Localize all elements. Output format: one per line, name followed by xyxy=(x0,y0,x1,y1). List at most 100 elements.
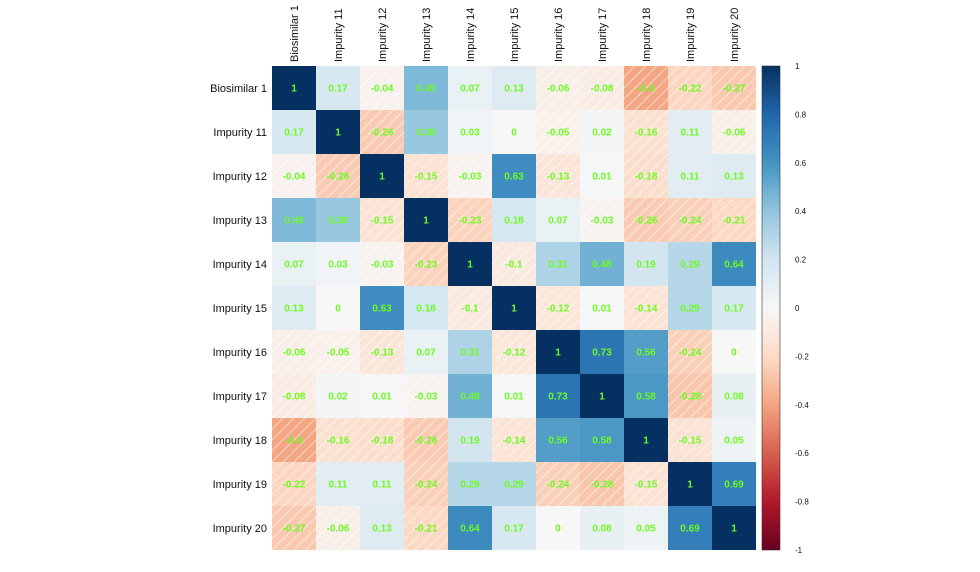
hatch-line xyxy=(535,285,559,309)
hatch-line xyxy=(315,505,361,551)
hatch-line xyxy=(326,516,361,551)
hatch-line xyxy=(315,505,350,540)
heatmap-cell xyxy=(360,374,404,418)
hatch-line xyxy=(348,362,361,375)
heatmap-cell xyxy=(580,286,624,330)
heatmap-cell xyxy=(536,330,580,374)
cell-value-label: 0.13 xyxy=(504,84,524,95)
hatch-line xyxy=(293,439,317,463)
cell-value-label: -0.15 xyxy=(679,436,702,447)
heatmap-cell xyxy=(668,506,712,550)
cell-value-label: -0.4 xyxy=(637,84,655,95)
cell-value-label: 0.07 xyxy=(416,348,436,359)
cell-value-label: -0.05 xyxy=(547,128,570,139)
hatch-line xyxy=(414,164,449,199)
cell-value-label: 0.17 xyxy=(284,128,304,139)
hatch-line xyxy=(403,241,449,287)
cell-value-label: 1 xyxy=(555,348,561,359)
hatch-line xyxy=(568,98,581,111)
hatch-line xyxy=(667,65,691,89)
heatmap-cell xyxy=(536,374,580,418)
cell-value-label: -0.18 xyxy=(635,172,658,183)
row-label: Impurity 12 xyxy=(213,171,267,183)
hatch-line xyxy=(359,65,383,89)
hatch-line xyxy=(546,296,581,331)
cell-value-label: 1 xyxy=(335,128,341,139)
hatch-line xyxy=(359,241,372,254)
hatch-line xyxy=(403,417,438,452)
hatch-line xyxy=(447,153,460,166)
hatch-line xyxy=(601,87,625,111)
heatmap-cell xyxy=(580,374,624,418)
hatch-line xyxy=(458,208,493,243)
hatch-line xyxy=(315,329,339,353)
heatmap-cell xyxy=(272,242,316,286)
hatch-line xyxy=(524,362,537,375)
cell-value-label: -0.16 xyxy=(327,436,350,447)
hatch-line xyxy=(535,285,581,331)
cell-value-label: -0.06 xyxy=(283,348,306,359)
hatch-line xyxy=(656,142,669,155)
cell-value-label: 0.58 xyxy=(592,436,612,447)
hatch-line xyxy=(304,406,317,419)
hatch-line xyxy=(711,65,735,89)
colorbar-tick-label: -1 xyxy=(795,546,803,555)
cell-value-label: 1 xyxy=(291,84,297,95)
cell-value-label: 0.02 xyxy=(328,392,348,403)
hatch-line xyxy=(447,197,482,232)
cell-value-label: 0.19 xyxy=(460,436,480,447)
hatch-line xyxy=(667,197,691,221)
hatch-line xyxy=(403,417,427,441)
hatch-line xyxy=(282,428,317,463)
hatch-line xyxy=(535,153,559,177)
hatch-line xyxy=(579,197,592,210)
hatch-line xyxy=(612,230,625,243)
hatch-line xyxy=(458,296,493,331)
row-label: Impurity 17 xyxy=(213,391,267,403)
heatmap-cell xyxy=(624,330,668,374)
hatch-line xyxy=(348,538,361,551)
hatch-line xyxy=(491,241,526,276)
cell-value-label: 0.64 xyxy=(460,524,480,535)
hatch-line xyxy=(403,461,438,496)
hatch-line xyxy=(678,208,713,243)
cell-value-label: 0.02 xyxy=(592,128,612,139)
hatch-line xyxy=(634,296,669,331)
hatch-line xyxy=(271,329,317,375)
hatch-line xyxy=(623,285,647,309)
column-label: Impurity 11 xyxy=(333,8,345,62)
hatch-line xyxy=(579,65,614,100)
hatch-line xyxy=(579,461,614,496)
hatch-line xyxy=(579,65,592,78)
hatch-line xyxy=(304,494,317,507)
row-labels: Biosimilar 1 Impurity 11 Impurity 12 Impuri… xyxy=(210,83,267,535)
hatch-line xyxy=(513,351,537,375)
cell-value-label: -0.12 xyxy=(503,348,526,359)
hatch-line xyxy=(403,373,449,419)
hatch-line xyxy=(557,483,581,507)
heatmap-cell xyxy=(580,242,624,286)
hatch-line xyxy=(337,351,361,375)
hatch-line xyxy=(436,186,449,199)
cell-value-label: -0.05 xyxy=(327,348,350,359)
cell-value-label: -0.03 xyxy=(591,216,614,227)
cell-value-label: 0 xyxy=(511,128,517,139)
hatch-line xyxy=(293,351,317,375)
cell-value-label: 1 xyxy=(423,216,429,227)
cell-value-label: 0.03 xyxy=(460,128,480,139)
hatch-line xyxy=(414,384,449,419)
hatch-line xyxy=(579,197,614,232)
hatch-line xyxy=(425,263,449,287)
hatch-line xyxy=(436,274,449,287)
heatmap-cell xyxy=(492,374,536,418)
hatch-line xyxy=(535,153,548,166)
heatmap-cell xyxy=(316,286,360,330)
hatch-line xyxy=(535,65,581,111)
hatch-line xyxy=(359,329,372,342)
hatch-line xyxy=(623,65,636,78)
hatch-line xyxy=(370,120,405,155)
cell-value-label: -0.04 xyxy=(371,84,394,95)
cell-value-label: 1 xyxy=(643,436,649,447)
hatch-line xyxy=(623,285,658,320)
hatch-line xyxy=(623,109,658,144)
